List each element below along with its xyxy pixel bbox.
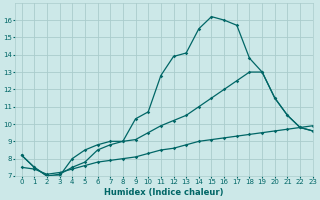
X-axis label: Humidex (Indice chaleur): Humidex (Indice chaleur) bbox=[104, 188, 224, 197]
